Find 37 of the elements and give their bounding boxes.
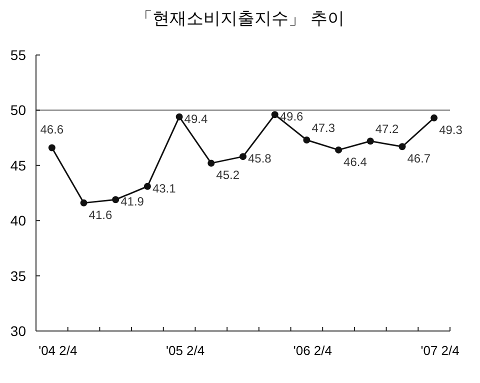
data-label: 41.9 [120,194,144,209]
point [112,196,120,204]
point [335,146,342,154]
y-tick-label: 50 [10,102,26,118]
data-label: 47.3 [312,121,336,136]
data-label: 41.6 [88,208,112,222]
x-tick-label: '05 2/4 [166,343,205,358]
point [398,143,406,150]
data-label: 49.6 [280,110,304,124]
y-tick-label: 30 [10,323,26,339]
y-tick-label: 55 [10,47,26,63]
data-label: 45.8 [248,152,272,166]
point [271,111,278,118]
x-tick-label: '06 2/4 [293,343,332,358]
x-tick-label: '07 2/4 [420,343,460,358]
data-label: 49.3 [439,122,463,137]
point [240,153,246,160]
data-label: 45.2 [216,168,240,182]
point [366,138,374,145]
chart-title: 「현재소비지출지수」 추이 [135,9,345,29]
data-label: 46.6 [40,122,64,137]
y-tick-label: 45 [10,157,26,174]
point [430,114,438,122]
x-tick-label: '04 2/4 [38,343,78,358]
y-tick-label: 35 [10,268,26,284]
y-tick-label: 40 [10,212,26,229]
data-label: 49.4 [184,112,208,126]
data-label: 43.1 [152,181,176,196]
point [176,113,183,120]
point [80,199,88,206]
point [208,160,215,167]
data-label: 47.2 [375,122,400,136]
point [48,144,56,152]
data-label: 46.7 [407,152,431,166]
data-label: 46.4 [344,154,368,169]
point [144,182,151,190]
point [303,136,310,144]
